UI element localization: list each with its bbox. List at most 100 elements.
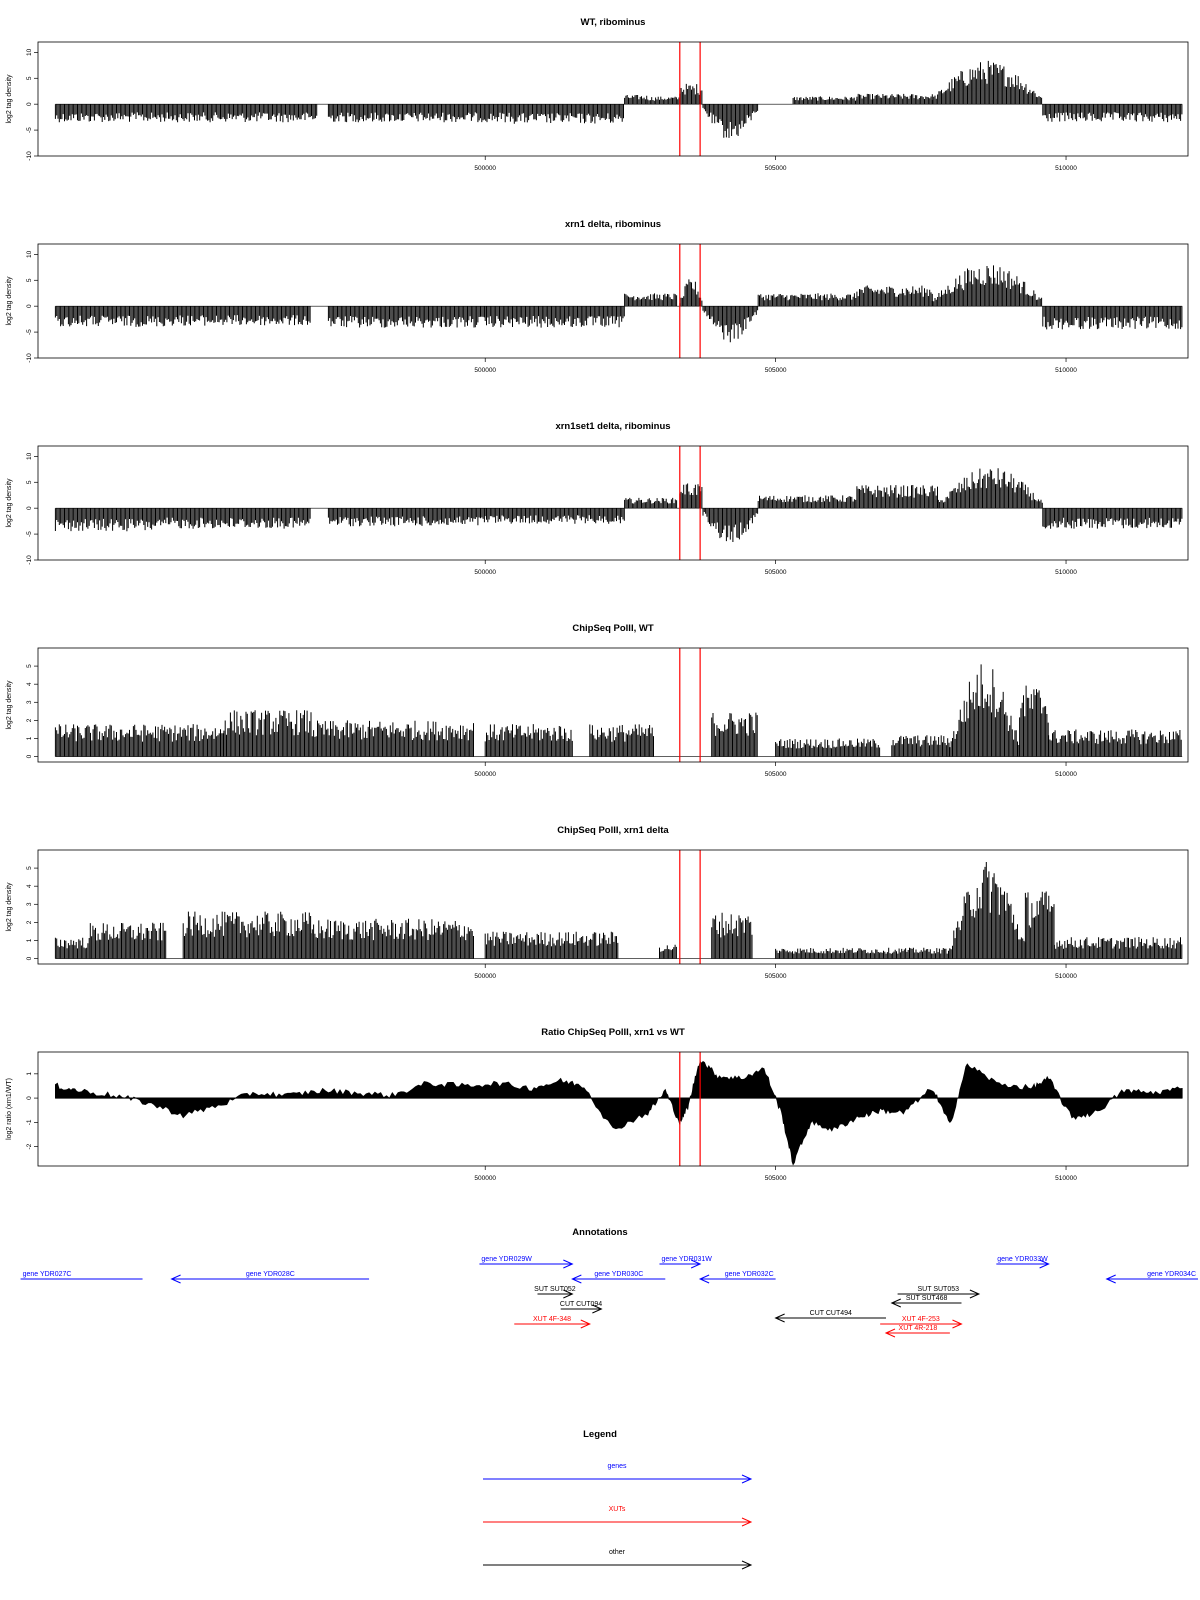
arrowhead-icon	[1039, 1259, 1050, 1269]
data-segment-1	[54, 508, 166, 532]
panel-6: Ratio ChipSeq PolII, xrn1 vs WT log2 rati…	[6, 1027, 1189, 1182]
legend-item-label: XUTs	[609, 1506, 626, 1513]
data-marks	[54, 265, 1183, 343]
y-tick-label-2: -5	[26, 127, 33, 133]
data-segment-8	[891, 735, 950, 757]
legend-item-label: genes	[607, 1463, 627, 1470]
data-segment-6	[679, 279, 703, 307]
data-segment-2	[223, 710, 312, 757]
annotation-label: SUT SUT468	[906, 1295, 948, 1302]
annotation-label: XUT 4F-348	[533, 1316, 571, 1323]
data-segment-9	[856, 285, 933, 307]
panel-1: WT, ribominus log2 tag density -10 -5 0 5 10 50…	[6, 17, 1189, 172]
data-segment-10	[931, 60, 1043, 105]
data-segment-7	[702, 104, 759, 138]
data-segment-9	[856, 93, 933, 105]
y-axis-label: log2 ratio (xrn1/WT)	[6, 1078, 13, 1140]
annotation-label: CUT CUT494	[810, 1310, 852, 1317]
data-segment-7	[702, 306, 759, 343]
x-tick-label-2: 505000	[765, 771, 787, 778]
x-tick-label-2: 505000	[765, 367, 787, 374]
data-segment-10	[1024, 891, 1055, 959]
data-segment-6	[679, 83, 703, 105]
data-segment-4	[484, 724, 573, 757]
plot-frame	[37, 1051, 1189, 1167]
panel-title: ChipSeq PolII, xrn1 delta	[557, 825, 669, 836]
x-tick-label-3: 510000	[1055, 973, 1077, 980]
arrowhead-icon	[741, 1517, 753, 1527]
data-segment-1	[54, 937, 90, 959]
annotation-label: gene YDR032C	[725, 1271, 774, 1278]
data-segment-8	[775, 947, 951, 959]
y-tick-label-3: 0	[26, 304, 33, 308]
x-tick-label-3: 510000	[1055, 367, 1077, 374]
y-tick-label-1: -10	[26, 151, 33, 161]
y-axis-label: log2 tag density	[6, 680, 13, 730]
data-marks	[54, 60, 1183, 138]
x-tick-label-2: 505000	[765, 1175, 787, 1182]
arrowhead-icon	[571, 1274, 582, 1284]
annotations-section: Annotations gene YDR027C gene YDR028C gene …	[20, 1227, 1198, 1338]
arrowhead-icon	[952, 1319, 963, 1329]
y-tick-label-4: 5	[26, 76, 33, 80]
data-segment-11	[1053, 937, 1183, 959]
arrowhead-icon	[170, 1274, 181, 1284]
data-segment-5	[624, 497, 678, 509]
panel-title: xrn1 delta, ribominus	[565, 219, 661, 230]
data-segment-10	[1019, 685, 1049, 757]
y-tick-label-5: 4	[26, 682, 33, 686]
data-segment-5	[589, 724, 654, 757]
legend-item-label: other	[609, 1549, 626, 1556]
data-segment-3	[327, 508, 485, 527]
plot-frame	[37, 445, 1189, 561]
data-segment-5	[624, 293, 678, 307]
panel-2: xrn1 delta, ribominus log2 tag density -10…	[6, 219, 1189, 374]
plot-frame	[37, 647, 1189, 763]
data-segment-2	[165, 508, 311, 529]
data-segment-2	[89, 922, 167, 959]
arrowhead-icon	[1105, 1274, 1116, 1284]
data-segment-11	[1042, 508, 1183, 529]
legend-section: Legend genes XUTs other	[483, 1429, 753, 1570]
y-tick-label-4: 3	[26, 902, 33, 906]
panel-5: ChipSeq PolII, xrn1 delta log2 tag densit…	[6, 825, 1189, 980]
arrowhead-icon	[741, 1474, 753, 1484]
x-tick-label-2: 505000	[765, 569, 787, 576]
data-marks	[55, 1060, 1183, 1166]
y-axis-label: log2 tag density	[6, 882, 13, 932]
y-tick-label-3: 0	[26, 1096, 33, 1100]
y-axis-label: log2 tag density	[6, 74, 13, 124]
data-segment-10	[931, 265, 1043, 307]
panel-title: ChipSeq PolII, WT	[572, 623, 653, 634]
plot-frame	[37, 41, 1189, 157]
annotation-label: gene YDR034C	[1147, 1271, 1196, 1278]
data-segment-8	[792, 96, 858, 105]
data-segment-6	[659, 944, 677, 959]
data-segment-1	[54, 724, 224, 757]
x-tick-label-1: 500000	[474, 973, 496, 980]
x-tick-label-3: 510000	[1055, 165, 1077, 172]
y-tick-label-1: 0	[26, 754, 33, 758]
data-segment-2	[327, 104, 514, 123]
y-tick-label-4: 5	[26, 278, 33, 282]
y-tick-label-6: 5	[26, 664, 33, 668]
x-tick-label-1: 500000	[474, 1175, 496, 1182]
y-tick-label-5: 10	[26, 48, 33, 56]
x-tick-label-2: 505000	[765, 165, 787, 172]
data-segment-3	[182, 911, 312, 959]
x-tick-label-1: 500000	[474, 165, 496, 172]
data-segment-3	[310, 720, 474, 757]
annotation-label: gene YDR027C	[23, 1271, 72, 1278]
y-tick-label-1: -2	[26, 1143, 33, 1149]
annotation-label: gene YDR033W	[997, 1256, 1048, 1263]
annotation-label: SUT SUT052	[534, 1286, 576, 1293]
x-tick-label-1: 500000	[474, 367, 496, 374]
data-segment-2	[165, 306, 311, 326]
data-segment-4	[310, 918, 474, 959]
arrowhead-icon	[592, 1304, 603, 1314]
x-tick-label-1: 500000	[474, 771, 496, 778]
x-tick-label-3: 510000	[1055, 771, 1077, 778]
arrowhead-icon	[969, 1289, 981, 1299]
y-tick-label-2: -5	[26, 531, 33, 537]
